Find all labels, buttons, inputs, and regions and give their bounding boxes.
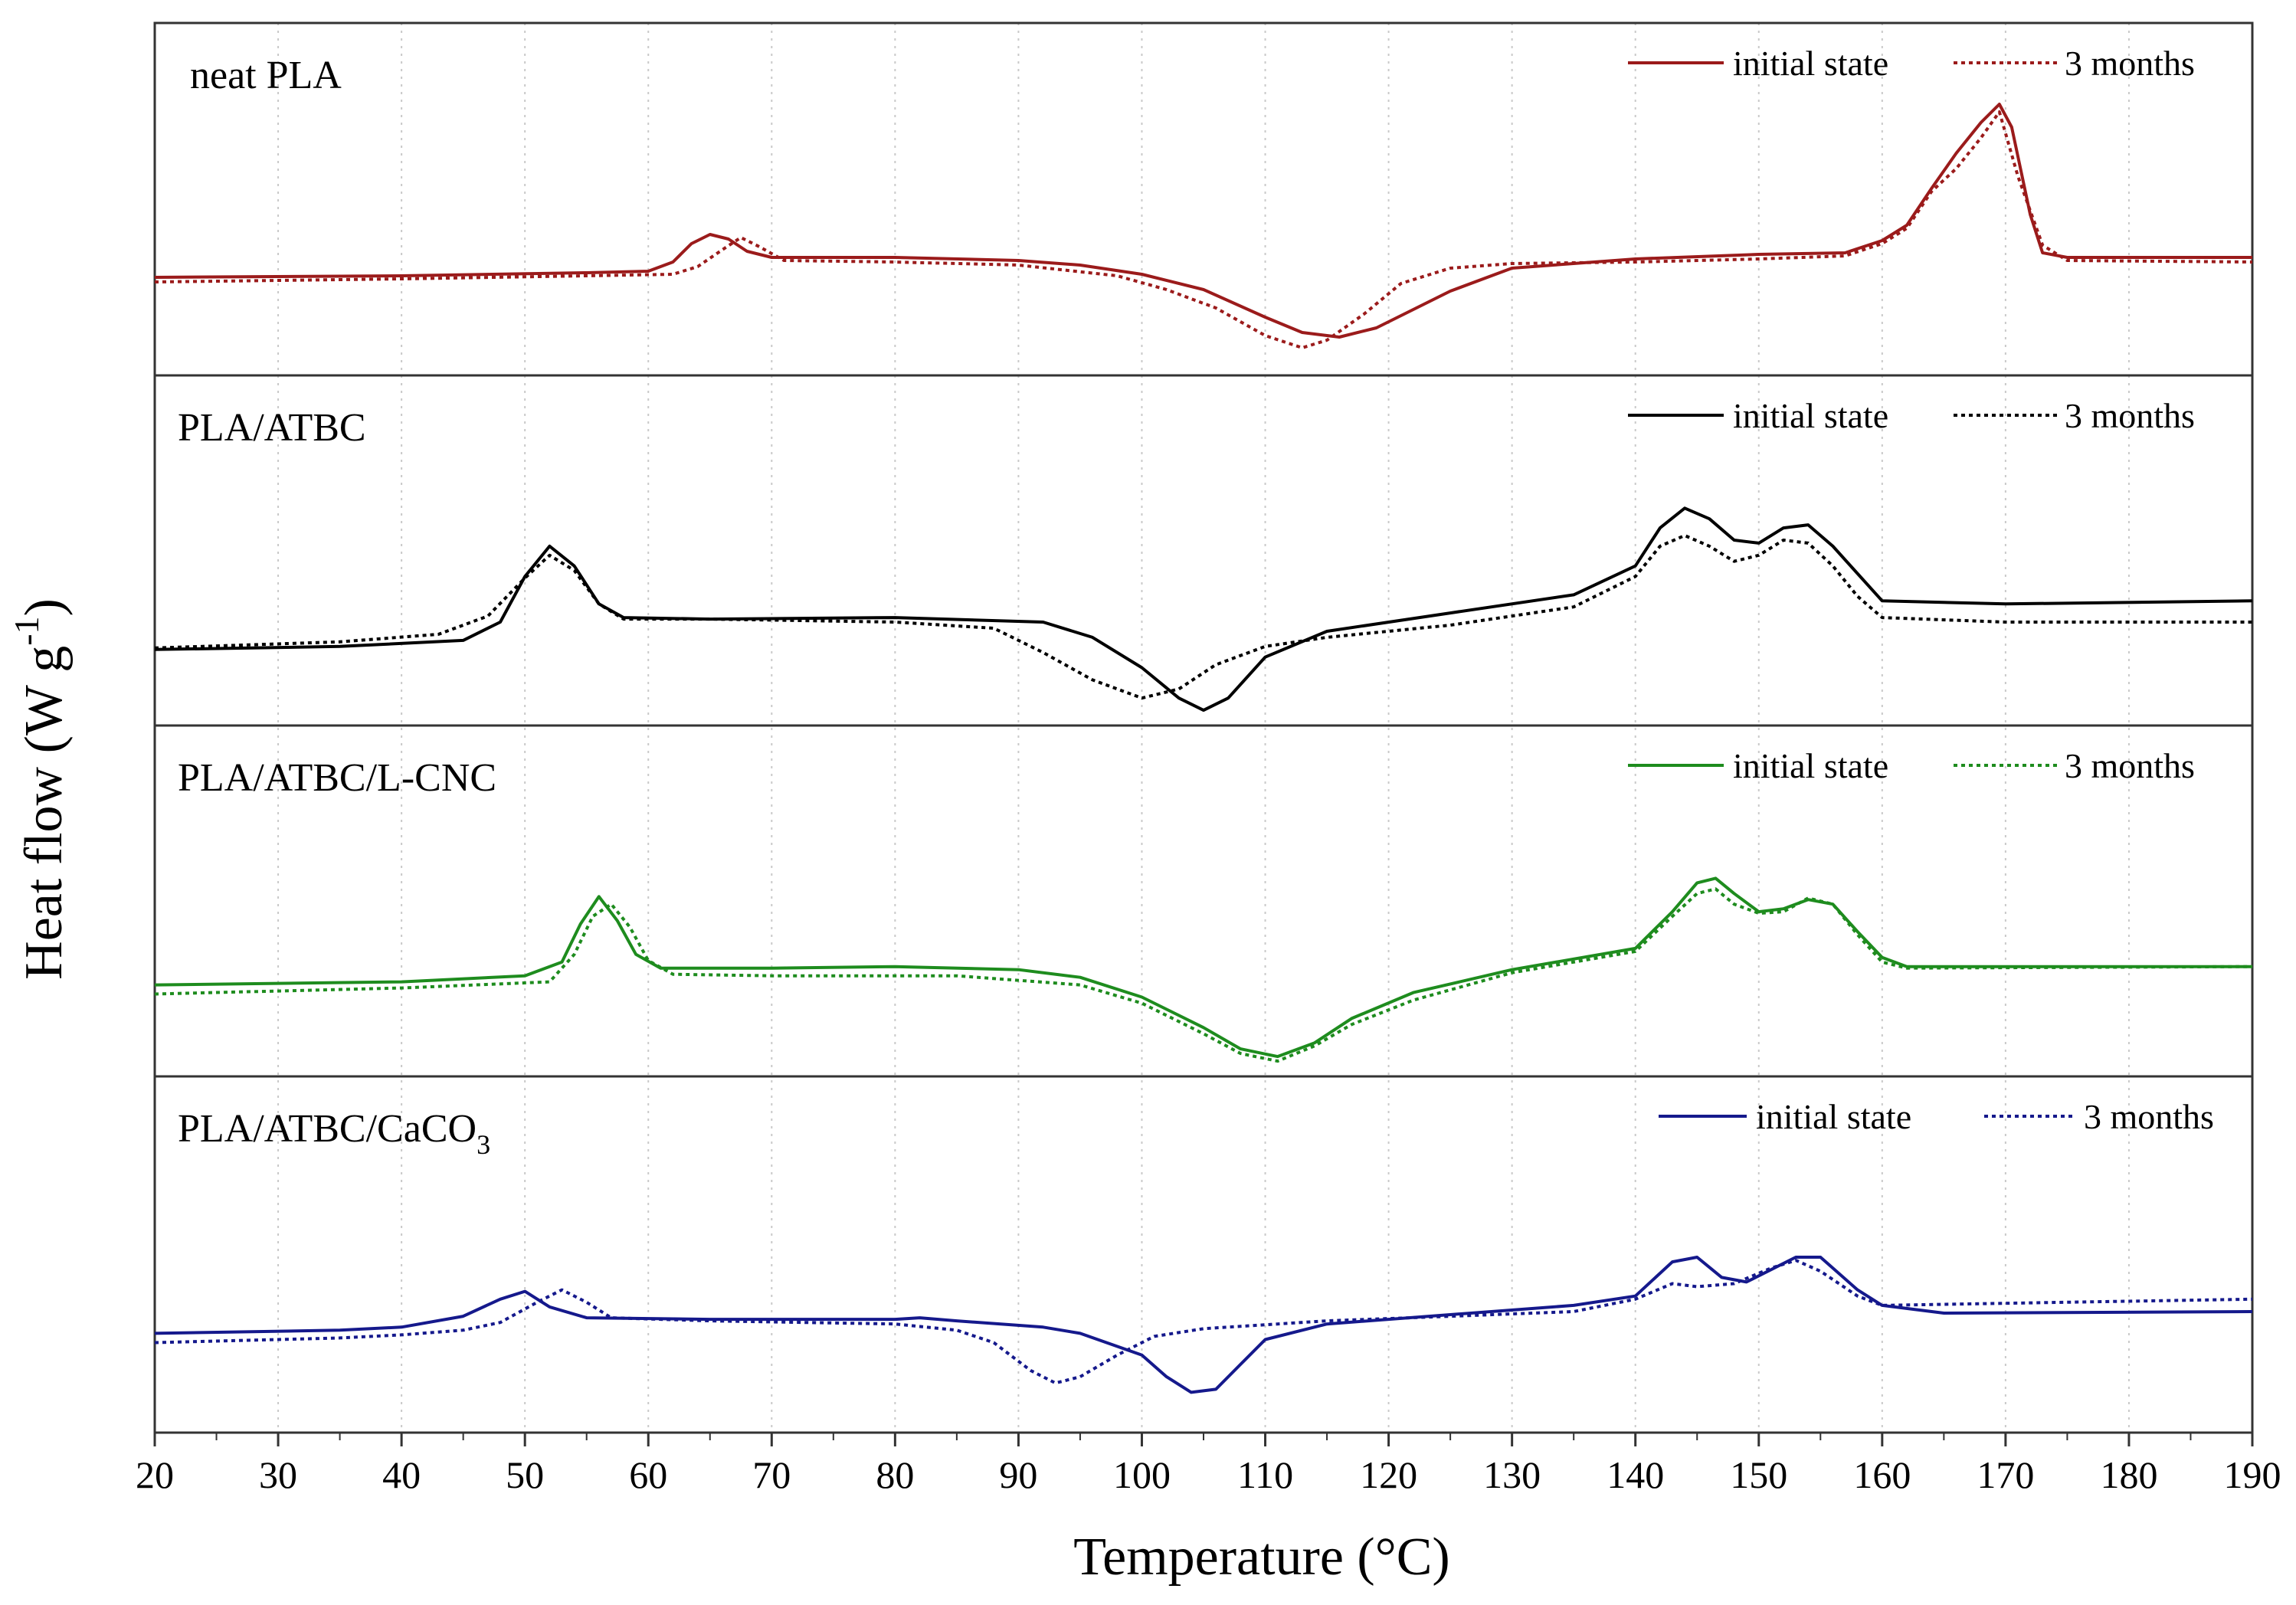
x-axis-label: Temperature (°C) bbox=[1073, 1528, 1449, 1587]
series-line-initial-state bbox=[154, 103, 2252, 339]
x-tick-label: 20 bbox=[136, 1453, 174, 1496]
panel-1: neat PLA initial state 3 months bbox=[153, 21, 2254, 377]
y-axis-label-close: ) bbox=[15, 598, 74, 616]
legend-solid-label: initial state bbox=[1733, 44, 1888, 83]
x-tick-label: 140 bbox=[1607, 1453, 1664, 1496]
series-line-3-months bbox=[154, 887, 2253, 1063]
x-tick-label: 190 bbox=[2224, 1453, 2281, 1496]
legend-dotted-label: 3 months bbox=[2084, 1097, 2214, 1136]
legend-dotted-label: 3 months bbox=[2065, 746, 2195, 785]
y-axis-label: Heat flow (W g-1) bbox=[7, 598, 74, 980]
panels: neat PLA initial state 3 months PLA/ATBC ini… bbox=[153, 21, 2254, 1434]
series-line-3-months bbox=[154, 1259, 2253, 1385]
panel-title-text: neat PLA bbox=[190, 54, 342, 97]
x-tick-label: 160 bbox=[1853, 1453, 1911, 1496]
y-axis-label-main: Heat flow (W g bbox=[15, 646, 74, 980]
x-tick-label: 120 bbox=[1360, 1453, 1417, 1496]
x-axis: 20 30 40 50 60 70 80 90 100 110 120 130 140 150 160 170… bbox=[136, 1433, 2281, 1496]
panel-title: PLA/ATBC/L-CNC bbox=[178, 756, 496, 800]
legend-solid-label: initial state bbox=[1733, 746, 1888, 785]
x-tick-label: 150 bbox=[1730, 1453, 1787, 1496]
panel-3: PLA/ATBC/L-CNC initial state 3 months bbox=[153, 724, 2254, 1078]
legend-dotted-label: 3 months bbox=[2065, 396, 2195, 435]
panel-title: PLA/ATBC bbox=[178, 406, 366, 450]
series-line-initial-state bbox=[154, 1256, 2253, 1394]
series-line-initial-state bbox=[154, 876, 2252, 1059]
legend-solid-label: initial state bbox=[1733, 396, 1888, 435]
x-tick-label: 100 bbox=[1113, 1453, 1171, 1496]
x-tick-label: 80 bbox=[876, 1453, 914, 1496]
panel-title-subscript: 3 bbox=[477, 1129, 490, 1160]
panel-title-text: PLA/ATBC/CaCO bbox=[178, 1107, 477, 1151]
panel-2: PLA/ATBC initial state 3 months bbox=[153, 374, 2254, 727]
x-tick-label: 40 bbox=[382, 1453, 421, 1496]
legend-solid-label: initial state bbox=[1756, 1097, 1911, 1136]
panel-title-text: PLA/ATBC/L-CNC bbox=[178, 756, 496, 800]
y-axis-label-sup: -1 bbox=[7, 616, 46, 645]
x-tick-label: 110 bbox=[1237, 1453, 1293, 1496]
panel-frame bbox=[153, 374, 2254, 727]
panel-4: PLA/ATBC/CaCO3 initial state 3 months bbox=[153, 1075, 2254, 1434]
x-tick-label: 130 bbox=[1483, 1453, 1541, 1496]
panel-title: PLA/ATBC/CaCO3 bbox=[178, 1107, 490, 1160]
x-tick-label: 70 bbox=[752, 1453, 791, 1496]
panel-title-text: PLA/ATBC bbox=[178, 406, 366, 450]
series-line-3-months bbox=[154, 110, 2253, 349]
panel-title: neat PLA bbox=[190, 54, 342, 97]
x-tick-label: 50 bbox=[506, 1453, 544, 1496]
panel-frame bbox=[153, 21, 2254, 377]
x-tick-label: 60 bbox=[629, 1453, 667, 1496]
x-tick-label: 180 bbox=[2100, 1453, 2157, 1496]
x-tick-label: 30 bbox=[259, 1453, 297, 1496]
legend-dotted-label: 3 months bbox=[2065, 44, 2195, 83]
x-tick-label: 170 bbox=[1977, 1453, 2034, 1496]
vertical-grid bbox=[277, 23, 2130, 1433]
x-tick-label: 90 bbox=[999, 1453, 1037, 1496]
series-line-3-months bbox=[154, 534, 2252, 700]
series-line-initial-state bbox=[154, 506, 2253, 712]
